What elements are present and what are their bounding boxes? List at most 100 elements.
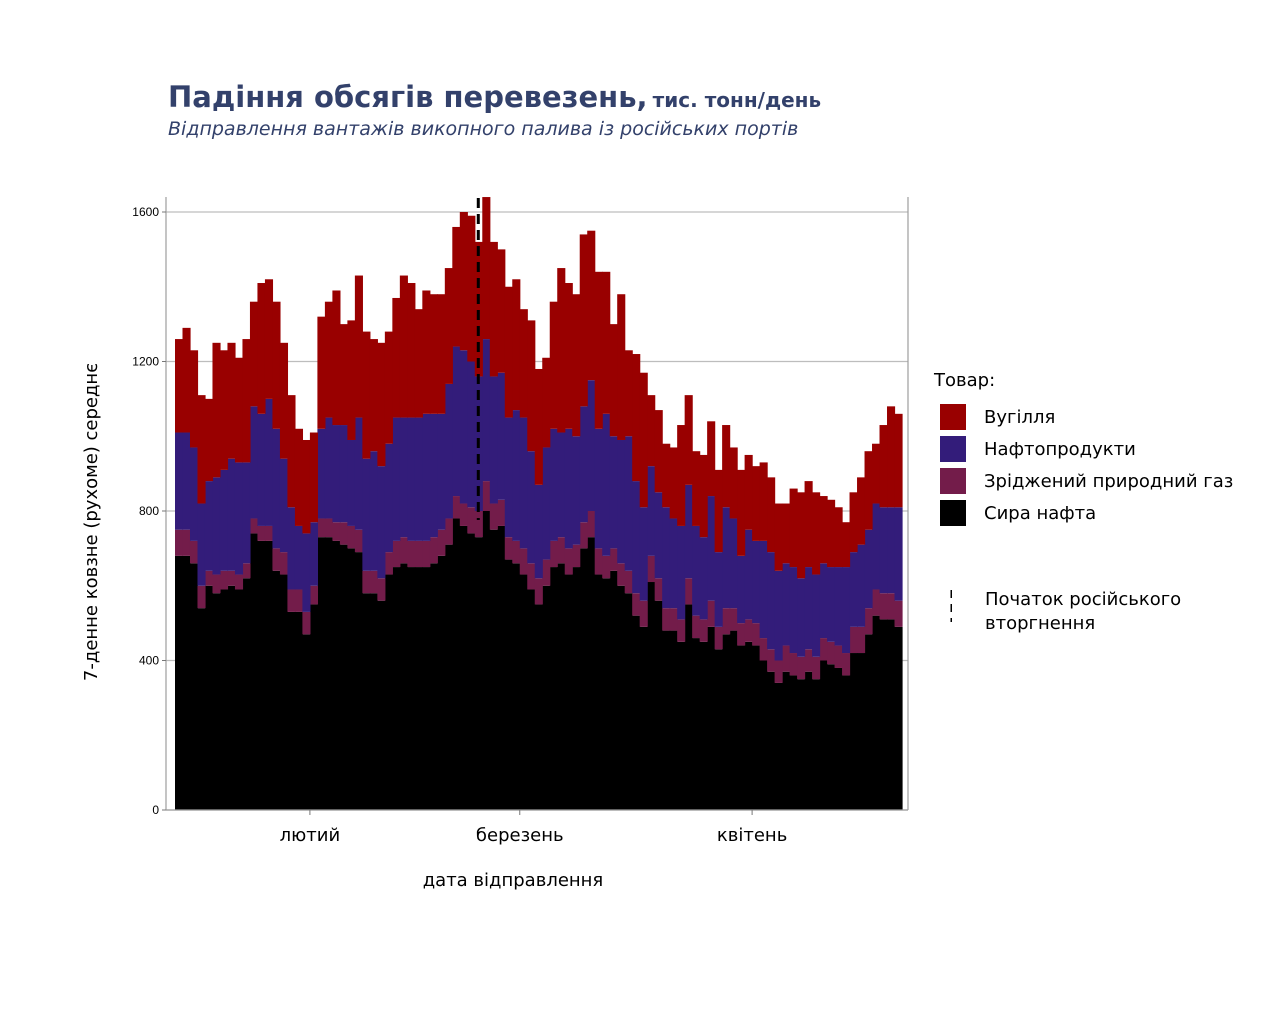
bar-segment: [189, 350, 199, 448]
bar-segment: [654, 578, 663, 601]
bar-segment: [699, 454, 708, 538]
bar-segment: [317, 428, 326, 519]
bar-segment: [332, 540, 341, 810]
bar-segment: [654, 410, 663, 493]
bar-segment: [242, 462, 251, 564]
bar-segment: [774, 503, 783, 571]
series-Зріджений природний газ: [175, 481, 903, 683]
bar-segment: [594, 428, 603, 549]
bar-segment: [212, 593, 221, 810]
bar-segment: [527, 320, 536, 452]
bar-segment: [579, 548, 588, 810]
bar-segment: [519, 548, 528, 575]
bar-segment: [677, 425, 686, 526]
bar-segment: [452, 496, 461, 519]
bar-segment: [264, 540, 274, 810]
bar-segment: [722, 507, 731, 609]
bar-segment: [774, 570, 783, 661]
bar-segment: [452, 346, 461, 497]
legend-item-oil-products: Нафтопродукти: [934, 433, 1233, 465]
stacked-steps: [175, 197, 903, 810]
bar-segment: [512, 563, 521, 810]
bar-segment: [512, 279, 521, 411]
bar-segment: [272, 548, 281, 571]
bar-segment: [302, 634, 311, 810]
bar-segment: [819, 563, 828, 639]
bar-segment: [587, 537, 596, 810]
bar-segment: [452, 226, 461, 347]
bar-segment: [264, 525, 274, 541]
bar-segment: [737, 623, 746, 646]
bar-segment: [894, 600, 903, 627]
bar-segment: [257, 540, 266, 810]
legend-swatch-crude-oil: [939, 499, 967, 527]
bar-segment: [752, 623, 761, 646]
bar-segment: [714, 552, 723, 627]
bar-segment: [279, 574, 289, 810]
bar-segment: [369, 570, 378, 594]
bar-segment: [347, 548, 356, 810]
bar-segment: [594, 271, 603, 429]
bar-segment: [399, 417, 408, 538]
bar-segment: [647, 582, 656, 810]
bar-segment: [234, 589, 244, 810]
bar-segment: [549, 540, 558, 568]
bar-segment: [699, 619, 708, 642]
bar-segment: [632, 354, 641, 482]
bar-segment: [782, 645, 791, 672]
bar-segment: [572, 294, 581, 437]
bar-segment: [429, 563, 438, 810]
bar-segment: [444, 518, 453, 545]
bar-segment: [639, 600, 648, 627]
bar-segment: [399, 537, 408, 564]
bar-segment: [504, 417, 513, 538]
bar-segment: [647, 555, 656, 583]
bar-segment: [579, 406, 588, 523]
bar-segment: [279, 342, 289, 459]
bar-segment: [227, 570, 236, 586]
bar-segment: [707, 600, 716, 627]
bar-segment: [474, 537, 483, 810]
bar-segment: [497, 249, 506, 373]
bar-segment: [542, 585, 551, 810]
bar-segment: [474, 511, 483, 538]
bar-segment: [527, 451, 536, 564]
bar-segment: [624, 570, 633, 594]
bar-segment: [594, 574, 603, 810]
bar-segment: [309, 585, 319, 605]
bar-segment: [497, 525, 506, 810]
bar-segment: [617, 563, 626, 586]
bar-segment: [302, 533, 311, 612]
bar-segment: [189, 563, 199, 810]
bar-segment: [414, 309, 423, 418]
bar-segment: [257, 525, 266, 541]
bar-segment: [572, 544, 581, 568]
bar-segment: [812, 492, 821, 575]
bar-segment: [197, 585, 206, 609]
bar-segment: [647, 395, 656, 467]
legend-swatch-coal: [939, 403, 967, 431]
bar-segment: [774, 682, 783, 810]
bar-segment: [467, 361, 476, 508]
bar-segment: [362, 331, 371, 459]
bar-segment: [699, 537, 708, 620]
bar-segment: [527, 563, 536, 590]
bar-segment: [534, 604, 543, 810]
bar-segment: [602, 271, 611, 414]
bar-segment: [812, 679, 821, 810]
bar-segment: [197, 608, 206, 810]
bar-segment: [249, 533, 259, 810]
bar-segment: [887, 406, 896, 508]
bar-segment: [789, 675, 798, 810]
bar-segment: [197, 503, 206, 586]
bar-segment: [219, 570, 229, 590]
bar-segment: [564, 428, 573, 549]
bar-segment: [579, 522, 588, 549]
bar-segment: [662, 443, 671, 508]
bar-segment: [227, 585, 236, 810]
bar-segment: [189, 447, 199, 541]
bar-segment: [279, 552, 289, 575]
bar-segment: [489, 503, 498, 530]
bar-segment: [617, 585, 626, 810]
bar-segment: [317, 518, 326, 538]
